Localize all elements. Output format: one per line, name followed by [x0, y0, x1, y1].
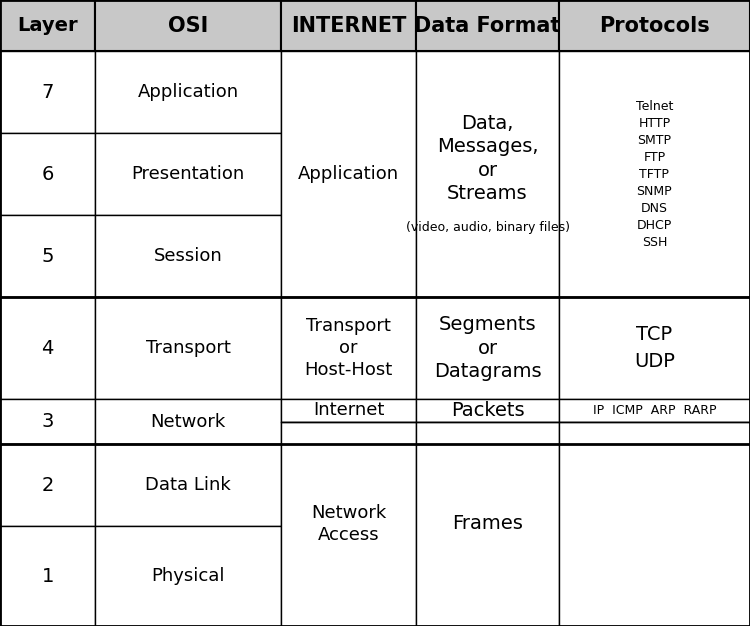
Bar [281, 297, 416, 399]
Text: Segments
or
Datagrams: Segments or Datagrams [433, 315, 542, 381]
Text: Layer: Layer [17, 16, 78, 35]
Bar [559, 0, 750, 51]
Text: Network: Network [151, 413, 226, 431]
Text: (video, audio, binary files): (video, audio, binary files) [406, 221, 569, 234]
Text: 5: 5 [41, 247, 54, 266]
Text: Data Link: Data Link [146, 476, 231, 495]
Bar [95, 133, 281, 215]
Text: 7: 7 [41, 83, 54, 102]
Bar [0, 0, 95, 51]
Bar [281, 0, 416, 51]
Text: 6: 6 [41, 165, 54, 184]
Bar [95, 297, 281, 399]
Text: Transport: Transport [146, 339, 231, 357]
Text: Application: Application [138, 83, 238, 101]
Bar [95, 215, 281, 297]
Bar [95, 0, 281, 51]
Text: Internet: Internet [313, 401, 385, 419]
Text: OSI: OSI [168, 16, 208, 36]
Bar [416, 422, 559, 626]
Bar [281, 422, 416, 626]
Bar [416, 51, 559, 297]
Text: IP  ICMP  ARP  RARP: IP ICMP ARP RARP [592, 404, 716, 417]
Bar [0, 399, 95, 444]
Bar [416, 399, 559, 422]
Text: Packets: Packets [451, 401, 524, 419]
Text: Application: Application [298, 165, 399, 183]
Bar [95, 399, 281, 444]
Text: Network
Access: Network Access [311, 504, 386, 544]
Text: 2: 2 [41, 476, 54, 495]
Text: 4: 4 [41, 339, 54, 357]
Text: Presentation: Presentation [132, 165, 244, 183]
Text: INTERNET: INTERNET [291, 16, 406, 36]
Text: TCP
UDP: TCP UDP [634, 326, 675, 371]
Text: Protocols: Protocols [599, 16, 709, 36]
Bar [559, 399, 750, 422]
Bar [95, 526, 281, 626]
Bar [95, 444, 281, 526]
Bar [95, 51, 281, 133]
Bar [0, 133, 95, 215]
Bar [281, 51, 416, 297]
Bar [559, 422, 750, 626]
Text: 3: 3 [41, 412, 54, 431]
Text: 1: 1 [41, 567, 54, 586]
Text: Telnet
HTTP
SMTP
FTP
TFTP
SNMP
DNS
DHCP
SSH: Telnet HTTP SMTP FTP TFTP SNMP DNS DHCP … [636, 100, 673, 249]
Bar [559, 51, 750, 297]
Text: Physical: Physical [152, 567, 225, 585]
Bar [0, 444, 95, 526]
Text: Data,
Messages,
or
Streams: Data, Messages, or Streams [436, 114, 538, 203]
Bar [416, 297, 559, 399]
Bar [0, 526, 95, 626]
Text: Session: Session [154, 247, 223, 265]
Bar [0, 51, 95, 133]
Text: Transport
or
Host-Host: Transport or Host-Host [304, 317, 393, 379]
Text: Frames: Frames [452, 515, 523, 533]
Bar [559, 297, 750, 399]
Bar [0, 297, 95, 399]
Bar [416, 0, 559, 51]
Text: Data Format: Data Format [414, 16, 561, 36]
Bar [0, 215, 95, 297]
Bar [281, 399, 416, 422]
